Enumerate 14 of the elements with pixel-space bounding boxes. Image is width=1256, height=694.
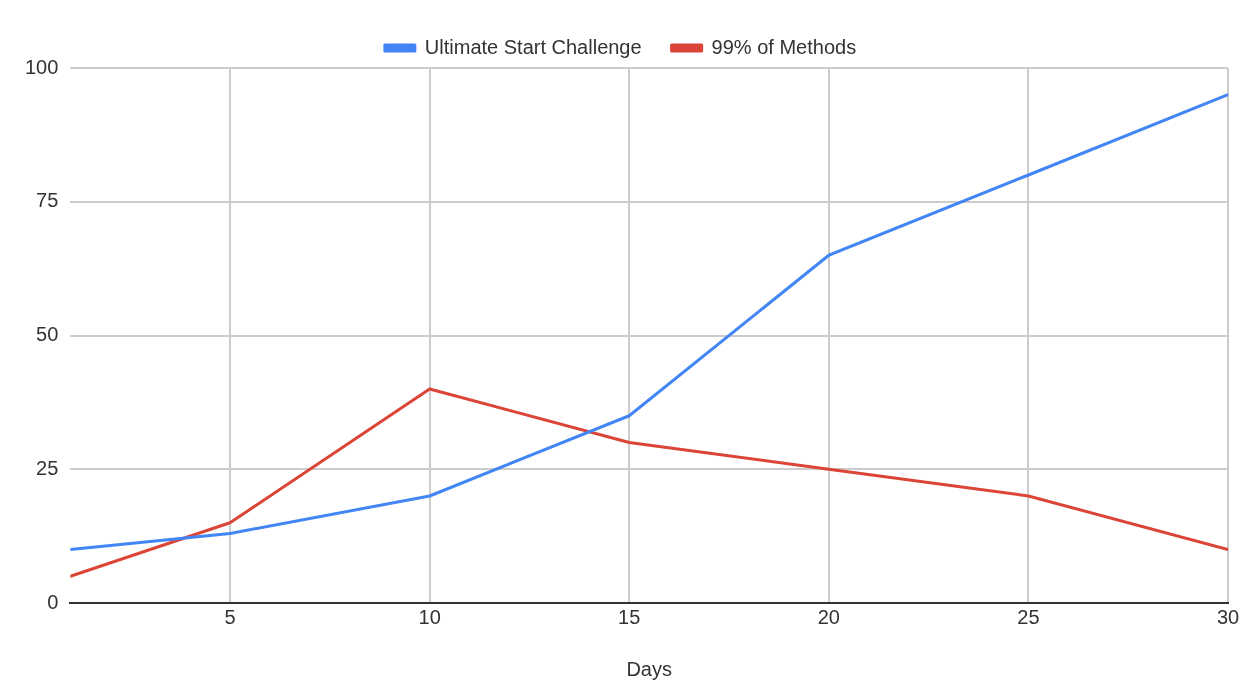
legend-label: Ultimate Start Challenge (424, 35, 642, 58)
x-tick-label: 15 (618, 605, 641, 628)
x-tick-label: 5 (224, 605, 236, 628)
y-tick-label: 50 (36, 323, 59, 346)
x-tick-label: 30 (1216, 605, 1240, 628)
y-tick-label: 75 (36, 189, 59, 212)
x-tick-label: 10 (418, 605, 441, 628)
x-tick-label: 20 (817, 605, 840, 628)
y-tick-label: 25 (36, 456, 59, 479)
legend-label: 99% of Methods (711, 35, 857, 58)
y-tick-label: 0 (47, 590, 59, 613)
x-axis-title: Days (626, 657, 672, 680)
y-tick-label: 100 (24, 55, 59, 78)
x-tick-label: 25 (1017, 605, 1040, 628)
